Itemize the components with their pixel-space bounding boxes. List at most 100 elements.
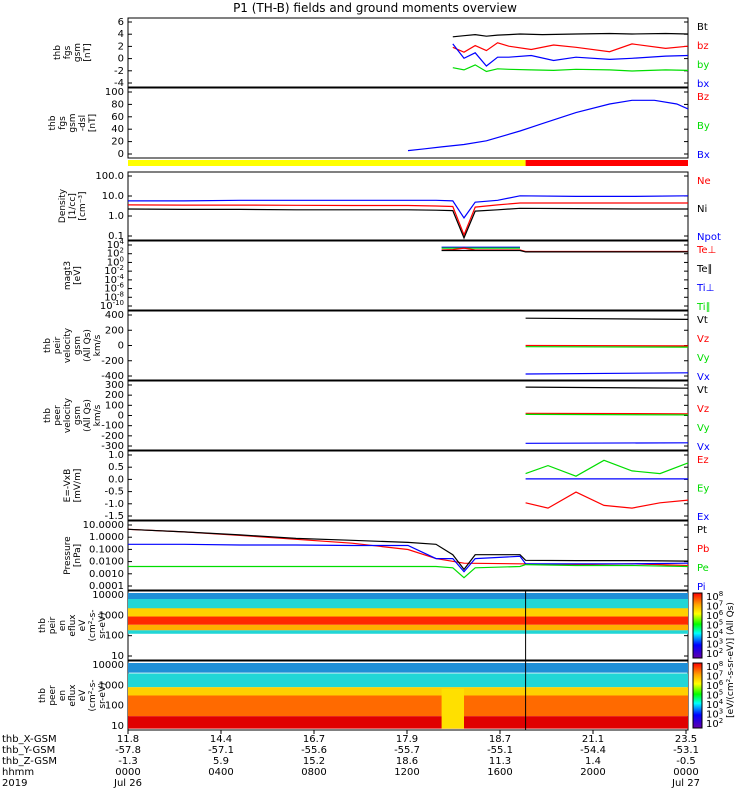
legend-entry: bx bbox=[697, 79, 709, 90]
colorbar-tick-label: 107 bbox=[706, 600, 723, 613]
y-tick-label: 200 bbox=[105, 325, 124, 336]
colorbar bbox=[692, 592, 703, 659]
y-axis-label: -dsl bbox=[78, 115, 88, 131]
x-axis-row-label: thb_Z-GSM bbox=[2, 756, 57, 767]
y-tick-label: 100 bbox=[105, 400, 124, 411]
y-tick-label: 10000 bbox=[92, 660, 124, 671]
y-tick-label: 4 bbox=[118, 29, 124, 40]
legend-entry: Vz bbox=[697, 334, 709, 345]
colorbar-tick-label: 102 bbox=[706, 717, 723, 730]
mode-bar-segment bbox=[525, 160, 688, 166]
panel-peir_vel: thb peir velocity gsm (All Qs) km/s 400 200 0 -20… bbox=[43, 310, 710, 383]
series-line bbox=[452, 43, 689, 67]
y-tick-label: 6 bbox=[118, 17, 124, 28]
panel-density: Density [1/cc] [cm⁻³] 100.0 10.0 1.0 0.1 Ne Ni Np… bbox=[58, 171, 721, 243]
y-tick-label: 10-10 bbox=[100, 299, 124, 312]
y-axis-label: thb bbox=[43, 338, 53, 353]
x-axis-value: -57.8 bbox=[115, 745, 141, 756]
y-tick-label: 100 bbox=[105, 87, 124, 98]
y-axis-label: peir bbox=[53, 336, 63, 354]
legend-entry: Bx bbox=[697, 150, 710, 161]
y-tick-label: 0.0001 bbox=[89, 581, 124, 592]
spectrogram-band bbox=[128, 630, 688, 634]
y-tick-label: 10-8 bbox=[104, 290, 124, 303]
series-line bbox=[127, 202, 688, 237]
series-line bbox=[525, 442, 689, 444]
y-tick-label: 0.0010 bbox=[89, 569, 124, 580]
series-line bbox=[525, 413, 689, 416]
panel-frame bbox=[127, 520, 689, 591]
x-axis-value: -0.5 bbox=[676, 756, 696, 767]
y-tick-label: 2 bbox=[118, 41, 124, 52]
y-axis-label: fgs bbox=[58, 116, 68, 130]
y-axis-label: eflux bbox=[68, 684, 78, 707]
x-axis-value: 5.9 bbox=[213, 756, 229, 767]
y-axis-label: [cm⁻³] bbox=[78, 191, 88, 220]
x-axis-value: 1200 bbox=[394, 767, 419, 778]
series-line bbox=[452, 64, 689, 73]
x-axis-value: 23.5 bbox=[675, 734, 697, 745]
legend-entry: Bz bbox=[697, 92, 709, 103]
y-axis-label: eV bbox=[78, 689, 88, 702]
x-axis-value: 0800 bbox=[301, 767, 326, 778]
y-tick-label: 80 bbox=[111, 99, 124, 110]
legend-entry: Vx bbox=[697, 442, 710, 453]
y-tick-label: 1.0 bbox=[108, 450, 124, 461]
y-axis-label: [nT] bbox=[88, 114, 98, 132]
legend-entry: Pt bbox=[697, 525, 707, 536]
legend-entry: Ex bbox=[697, 512, 709, 523]
legend-entry: Pe bbox=[697, 563, 709, 574]
y-tick-label: 1000 bbox=[99, 610, 124, 621]
y-axis-label: thb bbox=[53, 45, 63, 60]
legend-entry: bz bbox=[697, 41, 709, 52]
y-tick-label: -1.5 bbox=[104, 511, 124, 522]
colorbar-tick-label: 105 bbox=[706, 689, 723, 702]
panel-frame bbox=[127, 450, 689, 521]
legend-entry: Vy bbox=[697, 353, 710, 364]
y-tick-label: 400 bbox=[105, 310, 124, 321]
y-axis-label: (All Qs) bbox=[83, 329, 93, 362]
y-tick-label: -2 bbox=[114, 66, 124, 77]
y-tick-label: 10 bbox=[111, 651, 124, 662]
series-line bbox=[441, 249, 688, 253]
y-axis-label: en bbox=[58, 690, 68, 701]
x-axis-value: 11.8 bbox=[117, 734, 139, 745]
legend-entry: Vy bbox=[697, 423, 710, 434]
y-tick-label: -200 bbox=[101, 431, 124, 442]
y-axis-label: sr-eV) bbox=[98, 612, 108, 638]
y-tick-label: 20 bbox=[111, 137, 124, 148]
y-tick-label: 40 bbox=[111, 124, 124, 135]
y-axis-label: gsm bbox=[73, 43, 83, 62]
spectrogram-band bbox=[128, 663, 688, 673]
colorbar-tick-label: 106 bbox=[706, 609, 724, 622]
x-axis-value: 14.4 bbox=[210, 734, 232, 745]
colorbar-tick-label: 105 bbox=[706, 619, 723, 632]
y-axis-label: fgs bbox=[63, 45, 73, 59]
y-tick-label: -1.0 bbox=[104, 499, 124, 510]
y-tick-label: 200 bbox=[105, 390, 124, 401]
y-tick-label: 100 bbox=[105, 631, 124, 642]
series-line bbox=[127, 528, 689, 571]
y-tick-label: 100 bbox=[107, 255, 124, 268]
legend-entry: Npot bbox=[697, 232, 721, 243]
x-axis-value: -57.1 bbox=[208, 745, 234, 756]
x-axis-value: 11.3 bbox=[489, 756, 511, 767]
legend-entry: Te⊥ bbox=[696, 245, 716, 256]
series-line bbox=[128, 195, 689, 219]
colorbar-tick-label: 102 bbox=[706, 647, 723, 660]
y-axis-label: eflux bbox=[68, 614, 78, 637]
y-tick-label: 0.1000 bbox=[89, 544, 124, 555]
legend-entry: Vx bbox=[697, 372, 710, 383]
y-tick-label: -0.5 bbox=[104, 487, 124, 498]
x-axis-value: -1.3 bbox=[118, 756, 138, 767]
panel-pressure: Pressure [nPa]10.00001.00000.10000.01000.… bbox=[63, 520, 709, 593]
y-axis-label: Density bbox=[58, 188, 68, 223]
y-tick-label: 10-4 bbox=[104, 273, 124, 286]
legend-entry: Ey bbox=[697, 484, 709, 495]
y-axis-label: velocity bbox=[63, 327, 73, 363]
x-axis-value: 18.7 bbox=[489, 734, 511, 745]
spectrogram-band bbox=[128, 716, 688, 729]
y-tick-label: -4 bbox=[114, 78, 124, 89]
y-axis-label: E=-VxB bbox=[63, 469, 73, 503]
